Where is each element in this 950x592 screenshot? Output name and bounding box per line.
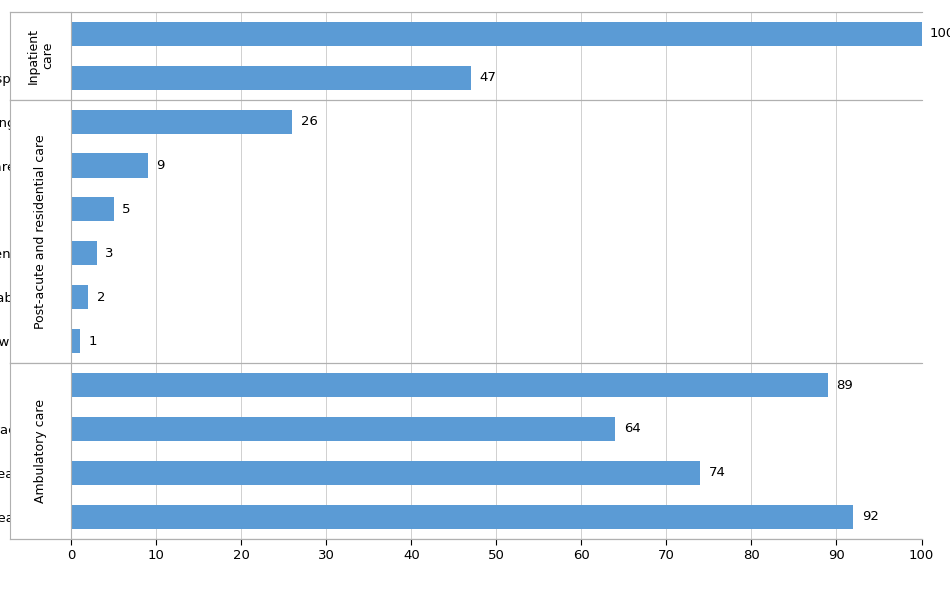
Bar	[71, 285, 88, 309]
Text: Post-acute and residential care: Post-acute and residential care	[34, 134, 47, 329]
Text: 5: 5	[123, 203, 131, 216]
Text: 2: 2	[97, 291, 105, 304]
Bar	[71, 197, 114, 221]
Text: 1: 1	[88, 334, 97, 348]
Text: 100: 100	[930, 27, 950, 40]
Text: 89: 89	[836, 378, 853, 391]
Bar	[71, 417, 616, 441]
Bar	[71, 505, 853, 529]
Bar	[71, 461, 700, 485]
Text: 47: 47	[480, 71, 496, 84]
Text: 9: 9	[156, 159, 164, 172]
Bar	[71, 110, 293, 134]
Text: 74: 74	[709, 466, 726, 480]
Bar	[71, 329, 80, 353]
Bar	[71, 153, 148, 178]
Bar	[71, 66, 471, 90]
Text: 26: 26	[301, 115, 317, 128]
Text: 64: 64	[624, 423, 640, 436]
Bar	[71, 242, 97, 265]
Text: Inpatient
care: Inpatient care	[27, 28, 54, 83]
Bar	[71, 22, 922, 46]
Bar	[71, 373, 828, 397]
Text: Ambulatory care: Ambulatory care	[34, 399, 47, 503]
Text: 3: 3	[105, 247, 114, 260]
Text: 92: 92	[862, 510, 879, 523]
